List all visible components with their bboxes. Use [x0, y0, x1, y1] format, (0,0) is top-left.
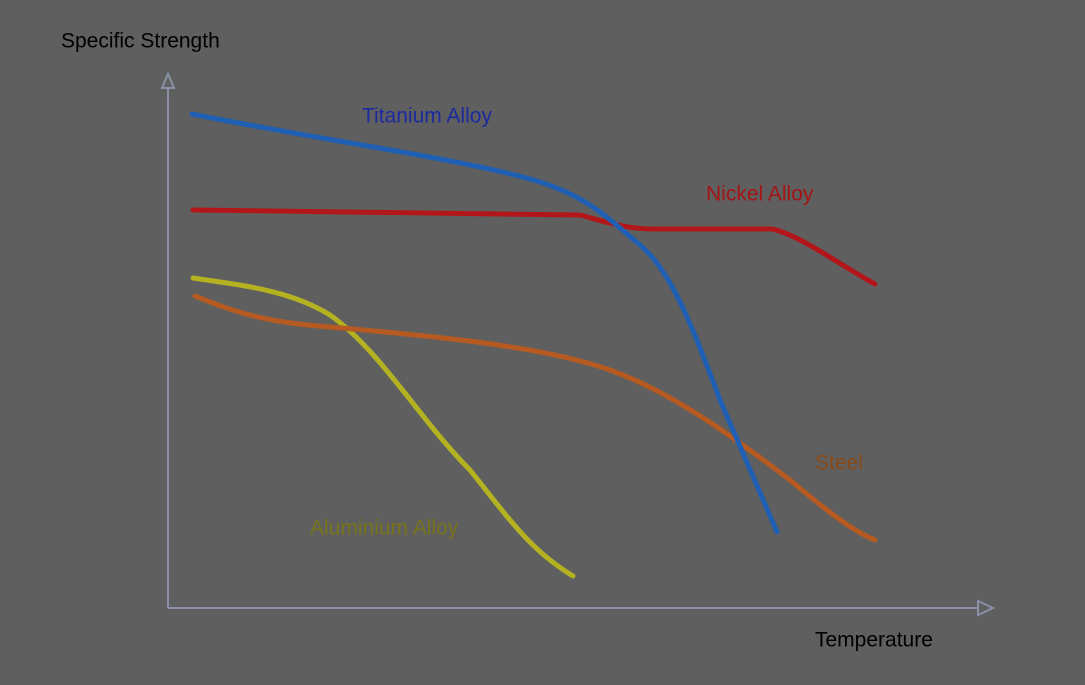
- curve: [190, 207, 878, 287]
- curve-label: Nickel Alloy: [706, 183, 814, 206]
- curve-label: Titanium Alloy: [362, 105, 492, 128]
- x-axis-arrow: [977, 599, 996, 617]
- curve-label: Steel: [815, 452, 863, 475]
- curves: Titanium Alloy Nickel Alloy Aluminium Allo…: [189, 105, 878, 579]
- curve: [189, 111, 780, 535]
- x-axis-label: Temperature: [815, 629, 933, 652]
- y-axis-arrow: [160, 71, 176, 89]
- curve-label: Aluminium Alloy: [310, 517, 459, 540]
- axes: [160, 71, 996, 617]
- curve: [190, 275, 576, 579]
- y-axis-label: Specific Strength: [61, 30, 220, 53]
- curve: [192, 293, 878, 543]
